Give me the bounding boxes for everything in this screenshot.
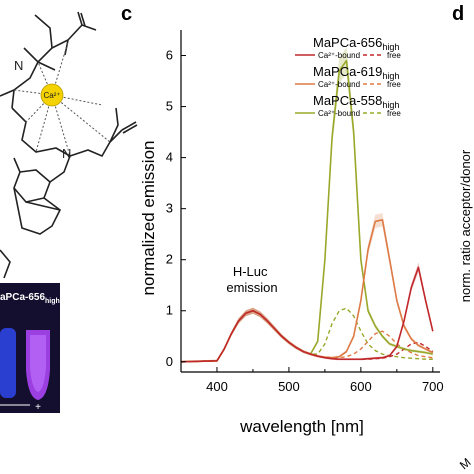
series-line-bound: [180, 266, 434, 363]
y-tick-label: 3: [166, 201, 173, 216]
y-tick-label: 2: [166, 252, 173, 267]
y-tick-label: 5: [166, 99, 173, 114]
annotation-line-1: H-Luc: [233, 264, 268, 279]
series-line-bound: [180, 219, 434, 363]
photo-label-sub: high: [45, 298, 60, 305]
bond: [122, 124, 138, 134]
legend-label-free: free: [387, 51, 401, 60]
tube-photo: aPCa-656high +: [0, 283, 60, 413]
photo-label-main: aPCa-656: [0, 292, 45, 303]
legend-entry-sub: high: [382, 71, 399, 81]
y-tick-label: 1: [166, 303, 173, 318]
bond: [121, 121, 137, 131]
emission-chart: 400 500 600 700 0 1 2 3 4 5 6 wavelength [nm] norm…: [139, 30, 444, 436]
series-lines: [180, 59, 434, 363]
tube-left: [0, 328, 16, 398]
y-axis-title: normalized emission: [139, 141, 158, 296]
bond: [25, 201, 61, 211]
bond: [11, 89, 15, 109]
legend-label-free: free: [387, 109, 401, 118]
x-tick-label: 700: [422, 379, 444, 394]
bond: [109, 107, 119, 143]
nitrogen-label-bottom: N: [62, 146, 71, 161]
calcium-ion: Ca²⁺: [40, 83, 64, 107]
x-tick-label: 500: [278, 379, 300, 394]
x-tick-label: 600: [350, 379, 372, 394]
nitrogen-label-top: N: [14, 58, 23, 73]
annotation-hluc: H-Luc emission: [226, 264, 277, 295]
bond: [23, 14, 53, 64]
y-tick-label: 4: [166, 150, 173, 165]
coordination-bond: [24, 94, 53, 124]
bond: [11, 107, 71, 157]
y-tick-label: 0: [166, 354, 173, 369]
bond: [80, 12, 86, 27]
legend-label-bound: Ca²⁺-bound: [318, 80, 360, 89]
x-tick-label: 400: [206, 379, 228, 394]
legend-entry-sub: high: [382, 42, 399, 52]
legend-label-bound: Ca²⁺-bound: [318, 109, 360, 118]
legend-entry-title: MaPCa-619high: [313, 64, 399, 81]
calcium-ion-label: Ca²⁺: [43, 91, 60, 100]
error-bands: [181, 47, 433, 362]
photo-label: aPCa-656high: [0, 292, 60, 305]
panel-d-y-axis-title: norm. ratio acceptor/donor: [458, 149, 473, 302]
panel-d: norm. ratio acceptor/donor M: [457, 149, 474, 472]
coordination-bond: [51, 94, 71, 157]
legend-label-bound: Ca²⁺-bound: [318, 51, 360, 60]
y-tick-label: 6: [166, 48, 173, 63]
legend-entry-name: MaPCa-656: [313, 35, 382, 50]
bond: [51, 24, 97, 49]
tube-right-glow: [30, 335, 46, 392]
series-error-band: [181, 47, 433, 362]
calcium-ion-circle: [40, 83, 64, 107]
panel-letter-c: c: [121, 3, 132, 25]
legend-label-free: free: [387, 80, 401, 89]
x-axis-title: wavelength [nm]: [239, 417, 364, 436]
photo-plus-sign: +: [35, 402, 41, 413]
legend-entry-sub: high: [382, 100, 399, 110]
legend-entry-name: MaPCa-558: [313, 93, 382, 108]
coordination-bond: [51, 94, 111, 143]
panel-letter-d: d: [452, 3, 464, 25]
legend-entry-title: MaPCa-558high: [313, 93, 399, 110]
bond: [49, 155, 71, 183]
bond: [0, 61, 39, 97]
bond: [37, 61, 56, 71]
annotation-line-2: emission: [226, 280, 277, 295]
panel-d-partial-tick: M: [457, 455, 474, 472]
bond: [13, 187, 62, 235]
bond: [77, 11, 83, 26]
bond: [0, 249, 11, 279]
legend-entry-name: MaPCa-619: [313, 64, 382, 79]
legend-entry-title: MaPCa-656high: [313, 35, 399, 52]
chemical-structure: [0, 11, 138, 279]
bond: [69, 129, 123, 158]
bond: [13, 157, 51, 203]
chart-ticks: 400 500 600 700 0 1 2 3 4 5 6: [166, 48, 444, 394]
chart-axes: [180, 30, 440, 373]
